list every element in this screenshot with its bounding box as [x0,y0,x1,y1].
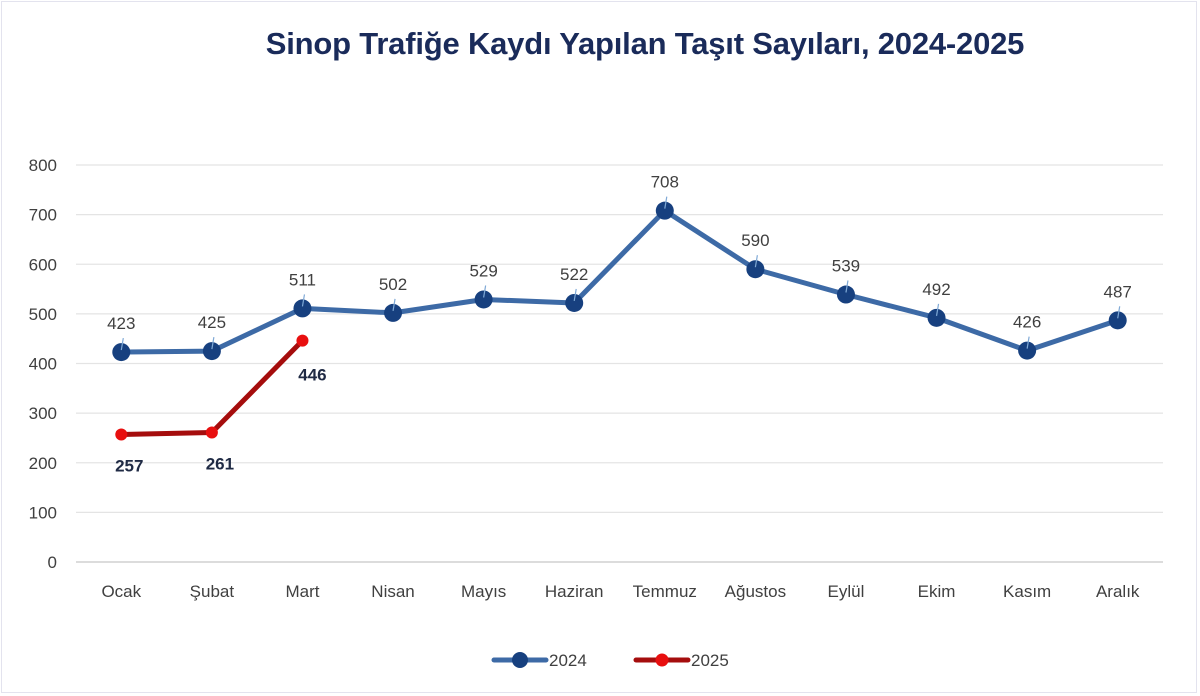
legend-marker-icon [512,652,528,668]
data-label: 590 [741,231,769,250]
gridlines [76,164,1163,563]
chart-title: Sinop Trafiğe Kaydı Yapılan Taşıt Sayıla… [265,26,1025,61]
data-point-marker[interactable] [205,426,218,439]
x-tick-label: Nisan [371,582,414,601]
data-label: 426 [1013,313,1041,332]
leader-line [754,255,758,268]
data-point-marker[interactable] [1108,311,1127,330]
leader-line [483,285,487,298]
series-2025: 257 261 446 [115,334,327,475]
leader-line [664,196,668,209]
data-label: 522 [560,265,588,284]
series-2024: 423 425 511 502 529 522 708 590 539 492 426 487 [107,173,1132,362]
y-axis: 0 100 200 300 400 500 600 700 800 [29,156,57,572]
x-tick-label: Ekim [918,582,956,601]
x-tick-label: Ocak [101,582,141,601]
y-tick-label: 300 [29,404,57,423]
leader-line [211,336,215,350]
x-tick-label: Mart [285,582,319,601]
leader-line [120,337,124,351]
y-tick-label: 800 [29,156,57,175]
x-tick-label: Temmuz [633,582,697,601]
data-label: 446 [298,366,326,385]
data-label: 492 [922,280,950,299]
data-point-marker[interactable] [1018,341,1037,360]
legend-label: 2025 [691,651,729,670]
data-point-marker[interactable] [112,343,131,362]
y-tick-label: 500 [29,305,57,324]
data-point-marker[interactable] [115,428,128,441]
data-label: 487 [1104,282,1132,301]
legend-marker-icon [655,653,669,667]
x-tick-label: Şubat [190,582,235,601]
y-tick-label: 0 [48,553,57,572]
data-label: 425 [198,313,226,332]
x-tick-label: Ağustos [725,582,786,601]
y-tick-label: 100 [29,503,57,522]
y-tick-label: 400 [29,355,57,374]
leader-line [573,288,577,302]
y-tick-label: 600 [29,255,57,274]
x-tick-label: Eylül [828,582,865,601]
y-tick-label: 200 [29,454,57,473]
x-tick-label: Kasım [1003,582,1051,601]
data-label: 261 [206,454,234,473]
data-point-marker[interactable] [927,308,946,327]
legend-label: 2024 [549,651,587,670]
series-line [121,208,1119,355]
data-label: 502 [379,275,407,294]
x-tick-label: Haziran [545,582,604,601]
data-point-marker[interactable] [293,299,312,318]
legend-item-2025[interactable]: 2025 [633,651,729,670]
data-label: 511 [289,270,316,289]
x-tick-label: Aralık [1096,582,1140,601]
data-label: 423 [107,314,135,333]
legend: 2024 2025 [491,651,729,670]
leader-line [301,294,306,307]
data-label: 539 [832,257,860,276]
data-point-marker[interactable] [202,342,221,361]
data-point-marker[interactable] [565,293,584,312]
data-point-marker[interactable] [296,334,309,347]
data-point-marker[interactable] [474,290,493,309]
data-label: 257 [115,456,143,475]
y-tick-label: 700 [29,206,57,225]
leader-line [1117,306,1121,319]
data-label: 529 [469,261,497,280]
leader-line [1026,336,1030,349]
legend-item-2024[interactable]: 2024 [491,651,587,670]
data-point-marker[interactable] [384,303,403,322]
data-point-marker[interactable] [746,260,765,279]
leader-line [845,280,849,293]
data-point-marker[interactable] [655,201,674,220]
x-axis: Ocak Şubat Mart Nisan Mayıs Haziran Temmuz Ağus… [101,582,1139,601]
data-label: 708 [651,173,679,192]
data-point-marker[interactable] [836,285,855,304]
leader-line [392,298,396,311]
x-tick-label: Mayıs [461,582,506,601]
leader-line [935,303,940,316]
